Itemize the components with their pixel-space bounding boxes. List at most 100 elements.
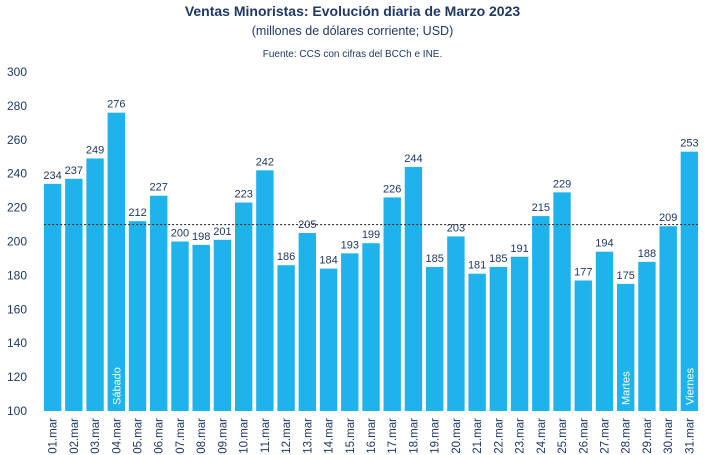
- bar: [43, 183, 62, 411]
- bar-value-label: 244: [404, 153, 422, 165]
- x-tick-label: 31.mar: [684, 418, 696, 454]
- x-tick-label: 12.mar: [281, 418, 293, 454]
- bar: [425, 266, 444, 411]
- y-tick-label: 140: [7, 336, 27, 350]
- bar-annotation-label: Viernes: [684, 367, 696, 405]
- bar-value-label: 205: [298, 219, 316, 231]
- bar-value-label: 249: [86, 144, 104, 156]
- bar-value-label: 184: [319, 255, 337, 267]
- x-tick-label: 18.mar: [408, 418, 420, 454]
- x-tick-label: 05.mar: [133, 418, 145, 454]
- bar-value-label: 203: [447, 222, 465, 234]
- bar: [319, 268, 338, 411]
- bar-value-label: 229: [553, 178, 571, 190]
- x-tick-label: 14.mar: [324, 418, 336, 454]
- bar-value-label: 201: [213, 226, 231, 238]
- x-tick-label: 01.mar: [48, 418, 60, 454]
- bar: [659, 226, 677, 411]
- bar-value-label: 226: [383, 183, 401, 195]
- x-tick-label: 23.mar: [515, 418, 527, 454]
- y-tick-label: 180: [7, 268, 27, 282]
- bar-value-label: 209: [659, 212, 677, 224]
- bar-value-label: 234: [43, 170, 61, 182]
- bar-value-label: 194: [595, 238, 613, 250]
- bar-value-label: 177: [574, 266, 592, 278]
- chart-title: Ventas Minoristas: Evolución diaria de M…: [184, 3, 521, 19]
- bar: [489, 266, 508, 411]
- x-tick-label: 27.mar: [599, 418, 611, 454]
- bar: [341, 253, 359, 411]
- bar: [234, 202, 253, 411]
- y-tick-label: 200: [7, 235, 27, 249]
- bar: [298, 233, 317, 411]
- bar: [171, 241, 189, 411]
- bar: [553, 192, 571, 411]
- x-tick-label: 06.mar: [154, 418, 166, 454]
- bar-value-label: 186: [277, 251, 295, 263]
- bar-value-label: 215: [532, 202, 550, 214]
- x-tick-label: 16.mar: [366, 418, 378, 454]
- bar: [362, 243, 380, 411]
- bar-value-label: 185: [425, 253, 443, 265]
- bar: [532, 216, 550, 411]
- bar-value-label: 237: [65, 165, 83, 177]
- x-tick-label: 29.mar: [642, 418, 654, 454]
- bar: [383, 197, 401, 411]
- x-tick-label: 25.mar: [557, 418, 569, 454]
- y-tick-label: 300: [7, 65, 27, 79]
- bar: [447, 236, 465, 411]
- bar: [150, 195, 168, 411]
- x-tick-label: 02.mar: [69, 418, 81, 454]
- bar: [468, 273, 486, 411]
- y-tick-label: 260: [7, 133, 27, 147]
- bar: [277, 265, 295, 411]
- bar: [638, 261, 656, 411]
- bar: [107, 112, 125, 412]
- x-tick-label: 20.mar: [451, 418, 463, 454]
- x-tick-label: 28.mar: [621, 418, 633, 454]
- x-tick-label: 21.mar: [472, 418, 484, 454]
- bar-annotation-label: Martes: [621, 371, 633, 405]
- x-tick-label: 19.mar: [430, 418, 442, 454]
- bar-value-label: 188: [638, 248, 656, 260]
- bar: [86, 158, 104, 411]
- bar-value-label: 253: [680, 138, 698, 150]
- bar: [595, 251, 614, 411]
- bar-value-label: 198: [192, 231, 210, 243]
- x-tick-label: 11.mar: [260, 418, 272, 453]
- y-tick-label: 100: [7, 404, 27, 418]
- bar: [192, 244, 210, 411]
- bar: [404, 166, 423, 411]
- bar-value-label: 223: [234, 189, 252, 201]
- bar-annotation-label: Sábado: [111, 367, 123, 405]
- y-tick-label: 220: [7, 201, 27, 215]
- bar-value-label: 175: [617, 270, 635, 282]
- x-tick-label: 10.mar: [239, 418, 251, 454]
- y-tick-label: 240: [7, 167, 27, 181]
- bar-value-label: 181: [468, 260, 486, 272]
- bar-value-label: 199: [362, 229, 380, 241]
- x-tick-label: 24.mar: [536, 418, 548, 454]
- y-tick-label: 280: [7, 99, 27, 113]
- bar-value-label: 193: [341, 239, 359, 251]
- x-tick-label: 26.mar: [578, 418, 590, 454]
- y-tick-label: 120: [7, 370, 27, 384]
- y-axis: 100 120 140 160 180 200 220 240 260 280 300: [7, 65, 27, 418]
- bar: [65, 178, 83, 411]
- bar-value-label: 191: [510, 243, 528, 255]
- chart-source: Fuente: CCS con cifras del BCCh e INE.: [262, 49, 443, 60]
- bar-value-label: 212: [128, 207, 146, 219]
- x-tick-label: 07.mar: [175, 418, 187, 454]
- x-axis: 01.mar 02.mar 03.mar 04.mar 05.mar 06.mar 07.m…: [48, 418, 697, 454]
- bar-value-label: 242: [256, 156, 274, 168]
- y-tick-label: 160: [7, 302, 27, 316]
- bar: [617, 283, 635, 411]
- x-tick-label: 17.mar: [387, 418, 399, 454]
- x-tick-label: 04.mar: [111, 418, 123, 454]
- x-tick-label: 09.mar: [217, 418, 229, 454]
- chart-subtitle: (millones de dólares corriente; USD): [251, 24, 454, 38]
- x-tick-label: 13.mar: [302, 418, 314, 454]
- bar-value-label: 227: [150, 182, 168, 194]
